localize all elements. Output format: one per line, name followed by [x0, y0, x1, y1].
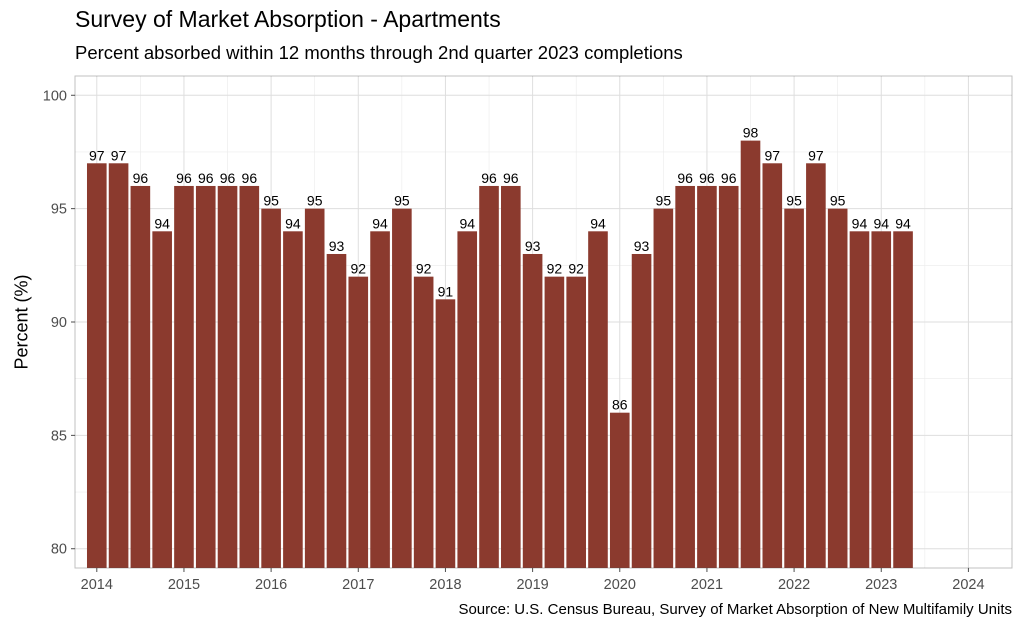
bar: [413, 276, 434, 568]
y-tick-label: 100: [43, 88, 67, 104]
bar: [86, 163, 107, 568]
bar: [566, 276, 586, 568]
bar: [457, 231, 478, 568]
x-tick-label: 2014: [81, 577, 113, 593]
bar-value-label: 93: [329, 238, 345, 254]
bar: [261, 208, 281, 569]
bar-value-label: 97: [89, 147, 105, 163]
bar: [718, 185, 739, 568]
bar-value-label: 95: [830, 193, 846, 209]
bar: [544, 276, 565, 568]
bar-value-label: 95: [656, 193, 672, 209]
x-tick-label: 2018: [429, 577, 461, 593]
bar: [130, 185, 151, 568]
bar: [108, 163, 129, 568]
bar-value-label: 93: [525, 238, 541, 254]
bar: [479, 185, 499, 568]
bar-value-label: 96: [133, 170, 149, 186]
bar: [217, 185, 238, 568]
bar-value-label: 95: [786, 193, 802, 209]
y-tick-label: 90: [51, 315, 67, 331]
bar-value-label: 98: [743, 125, 759, 141]
bar: [740, 140, 761, 569]
bar-value-label: 96: [198, 170, 214, 186]
bar-value-label: 94: [873, 215, 889, 231]
bar-value-label: 96: [503, 170, 519, 186]
bar-value-label: 95: [307, 193, 323, 209]
x-tick-label: 2020: [604, 577, 636, 593]
x-tick-label: 2017: [342, 577, 374, 593]
bar: [348, 276, 369, 568]
bar-value-label: 94: [372, 215, 388, 231]
bar-value-label: 92: [350, 261, 366, 277]
x-tick-label: 2024: [952, 577, 984, 593]
bar: [152, 231, 172, 568]
bar: [893, 231, 913, 568]
bar-value-label: 96: [220, 170, 236, 186]
bar-value-label: 95: [263, 193, 279, 209]
bar-value-label: 96: [242, 170, 258, 186]
x-tick-label: 2015: [168, 577, 200, 593]
bar-value-label: 97: [765, 147, 781, 163]
y-tick-label: 80: [51, 542, 67, 558]
bar: [588, 231, 608, 568]
bar-value-label: 96: [677, 170, 693, 186]
x-tick-label: 2016: [255, 577, 287, 593]
chart-title: Survey of Market Absorption - Apartments: [75, 6, 501, 32]
x-tick-label: 2022: [778, 577, 810, 593]
bar-value-label: 94: [285, 215, 301, 231]
y-tick-label: 85: [51, 428, 67, 444]
bar: [435, 299, 456, 568]
bar: [806, 163, 826, 568]
bar-value-label: 91: [438, 283, 454, 299]
bar: [195, 185, 216, 568]
source-note: Source: U.S. Census Bureau, Survey of Ma…: [458, 601, 1012, 618]
bar: [283, 231, 303, 568]
bar-value-label: 95: [394, 193, 410, 209]
bar: [653, 208, 674, 569]
bar-value-label: 94: [852, 215, 868, 231]
bar: [871, 231, 892, 568]
bar-value-label: 96: [721, 170, 737, 186]
x-tick-label: 2021: [691, 577, 723, 593]
bar-value-label: 86: [612, 397, 628, 413]
bar: [326, 253, 347, 568]
bar: [174, 185, 194, 568]
bar-value-label: 92: [568, 261, 584, 277]
x-tick-label: 2023: [865, 577, 897, 593]
bar: [784, 208, 804, 569]
bar: [239, 185, 260, 568]
bar: [392, 208, 412, 569]
bar: [675, 185, 695, 568]
bar-value-label: 92: [416, 261, 432, 277]
bar-value-label: 93: [634, 238, 650, 254]
bar-value-label: 96: [481, 170, 497, 186]
bar-value-label: 94: [459, 215, 475, 231]
bar-value-label: 96: [699, 170, 715, 186]
bar: [609, 412, 630, 568]
bar-value-label: 94: [590, 215, 606, 231]
bar: [631, 253, 652, 568]
bar-value-label: 97: [808, 147, 824, 163]
bar: [370, 231, 390, 568]
bar: [522, 253, 543, 568]
bar-value-label: 97: [111, 147, 127, 163]
bar: [501, 185, 521, 568]
bar-value-label: 96: [176, 170, 192, 186]
y-tick-label: 95: [51, 202, 67, 218]
bar-value-label: 92: [547, 261, 563, 277]
x-tick-label: 2019: [516, 577, 548, 593]
bar: [827, 208, 848, 569]
bar-value-label: 94: [895, 215, 911, 231]
bar: [697, 185, 717, 568]
bar: [304, 208, 325, 569]
bar: [762, 163, 783, 568]
bar-value-label: 94: [154, 215, 170, 231]
bar: [849, 231, 870, 568]
chart-subtitle: Percent absorbed within 12 months throug…: [75, 42, 683, 63]
